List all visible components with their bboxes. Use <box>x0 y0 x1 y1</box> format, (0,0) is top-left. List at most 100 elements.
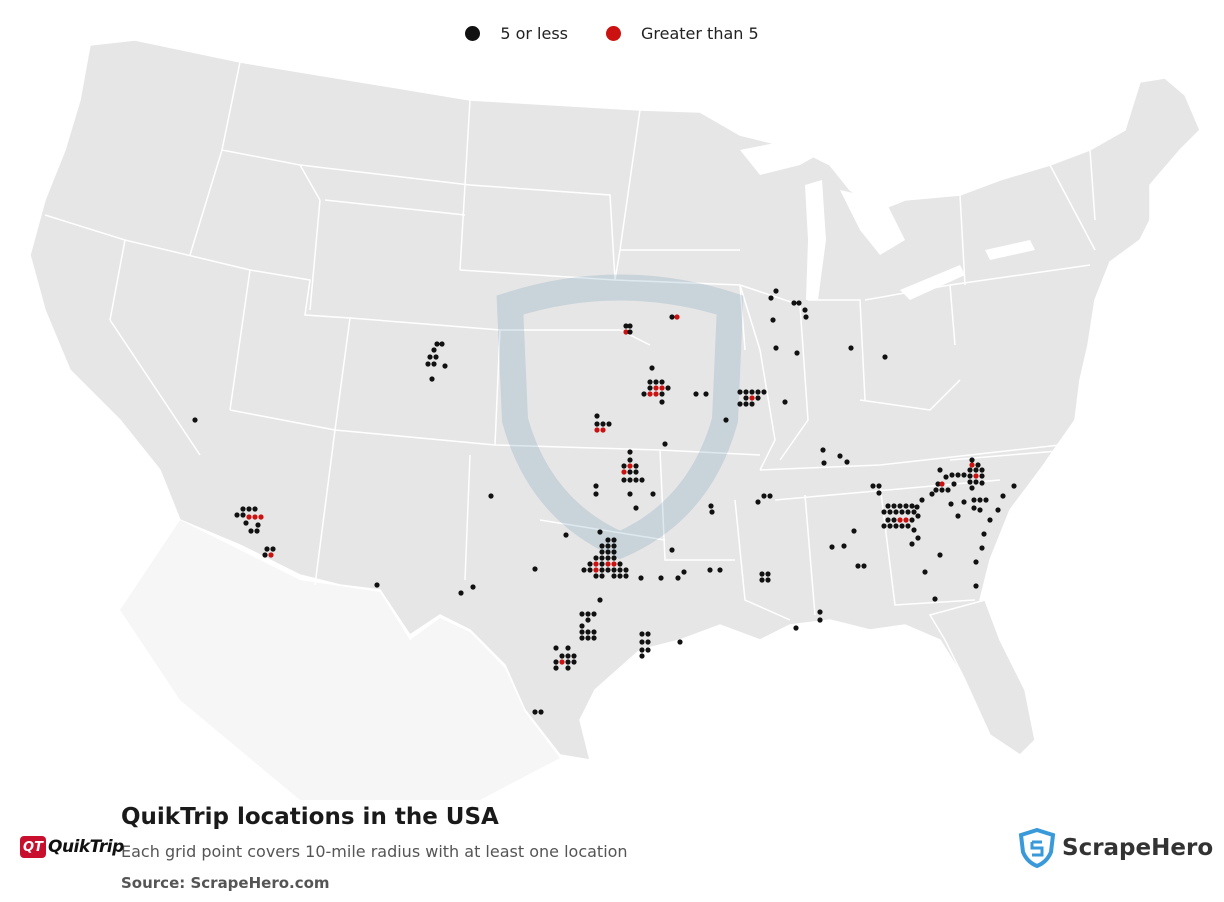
location-dot-low <box>914 504 920 510</box>
location-dot-low <box>254 528 260 534</box>
location-dot-low <box>427 354 433 360</box>
location-dot-low <box>633 505 639 511</box>
location-dot-low <box>599 543 605 549</box>
location-dot-low <box>967 473 973 479</box>
location-dot-low <box>647 379 653 385</box>
location-dot-low <box>981 531 987 537</box>
location-dot-low <box>759 571 765 577</box>
location-dot-low <box>621 463 627 469</box>
location-dot-low <box>243 520 249 526</box>
location-dot-low <box>600 421 606 427</box>
location-dot-low <box>951 481 957 487</box>
location-dot-low <box>755 499 761 505</box>
location-dot-high <box>897 517 903 523</box>
location-dot-low <box>979 473 985 479</box>
location-dot-low <box>611 543 617 549</box>
location-dot-high <box>647 391 653 397</box>
location-dot-low <box>977 507 983 513</box>
location-dot-low <box>829 544 835 550</box>
location-dot-low <box>606 421 612 427</box>
location-dot-low <box>791 300 797 306</box>
location-dot-low <box>532 709 538 715</box>
location-dot-low <box>943 474 949 480</box>
location-dot-low <box>899 523 905 529</box>
location-dot-low <box>743 401 749 407</box>
location-dot-low <box>633 463 639 469</box>
location-dot-high <box>627 463 633 469</box>
location-dot-high <box>653 391 659 397</box>
location-dot-low <box>553 665 559 671</box>
location-dot-low <box>565 645 571 651</box>
location-dot-high <box>749 395 755 401</box>
location-dot-high <box>969 462 975 468</box>
location-dot-low <box>969 485 975 491</box>
location-dot-low <box>909 517 915 523</box>
location-dot-low <box>765 577 771 583</box>
location-dot-low <box>605 555 611 561</box>
location-dot-low <box>983 497 989 503</box>
location-dot-low <box>627 323 633 329</box>
location-dot-low <box>645 639 651 645</box>
location-dot-low <box>579 611 585 617</box>
location-dot-low <box>909 503 915 509</box>
location-dot-low <box>929 491 935 497</box>
location-dot-low <box>681 569 687 575</box>
location-dot-low <box>611 567 617 573</box>
location-dot-low <box>627 477 633 483</box>
location-dot-low <box>893 523 899 529</box>
location-dot-low <box>599 573 605 579</box>
location-dot-low <box>899 509 905 515</box>
location-dot-high <box>623 329 629 335</box>
location-dot-high <box>593 561 599 567</box>
location-dot-low <box>639 477 645 483</box>
state-borders <box>44 61 1096 621</box>
location-dot-low <box>749 401 755 407</box>
location-dot-high <box>594 427 600 433</box>
location-dot-low <box>429 376 435 382</box>
lake-michigan <box>805 180 826 300</box>
location-dot-low <box>915 535 921 541</box>
location-dot-low <box>911 509 917 515</box>
location-dot-low <box>597 529 603 535</box>
location-dot-low <box>599 561 605 567</box>
location-dot-low <box>949 472 955 478</box>
location-dot-low <box>820 447 826 453</box>
location-dot-low <box>659 379 665 385</box>
quiktrip-logo: QT QuikTrip <box>20 836 124 858</box>
location-dot-low <box>708 503 714 509</box>
mexico-shape <box>120 520 560 800</box>
location-dot-low <box>870 483 876 489</box>
location-dot-low <box>579 629 585 635</box>
scrapehero-logo: ScrapeHero <box>1018 828 1213 868</box>
location-dot-low <box>707 567 713 573</box>
location-dot-low <box>909 541 915 547</box>
location-dot-low <box>262 552 268 558</box>
location-dot-low <box>488 493 494 499</box>
location-dot-low <box>737 389 743 395</box>
location-dot-high <box>903 517 909 523</box>
location-dot-low <box>979 467 985 473</box>
location-dot-low <box>563 532 569 538</box>
location-dot-low <box>749 389 755 395</box>
location-dot-low <box>633 469 639 475</box>
location-dot-low <box>971 497 977 503</box>
shield-icon <box>1018 828 1056 868</box>
location-dot-low <box>837 453 843 459</box>
location-dot-high <box>659 385 665 391</box>
location-dot-low <box>1000 493 1006 499</box>
location-dot-low <box>659 391 665 397</box>
location-dot-low <box>627 329 633 335</box>
location-dot-low <box>425 361 431 367</box>
location-dot-low <box>891 517 897 523</box>
location-dot-high <box>600 427 606 433</box>
location-dot-low <box>773 288 779 294</box>
location-dot-low <box>470 584 476 590</box>
location-dot-low <box>897 503 903 509</box>
location-dot-low <box>693 391 699 397</box>
location-dot-low <box>248 528 254 534</box>
location-dot-low <box>768 295 774 301</box>
mexico-canada <box>120 520 560 800</box>
location-dot-low <box>641 391 647 397</box>
location-dot-low <box>767 493 773 499</box>
location-dot-low <box>591 635 597 641</box>
